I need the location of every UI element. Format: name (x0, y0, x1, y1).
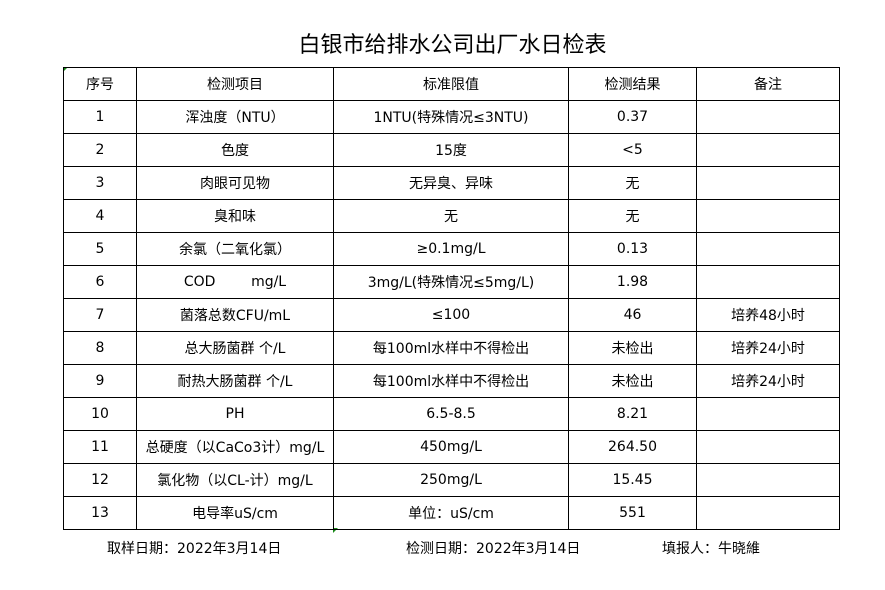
table-row: 4 臭和味无无 (63, 199, 840, 233)
header-item: 检测项目 (136, 67, 334, 101)
cell-item: 耐热大肠菌群 个/L (136, 364, 334, 398)
cell-standard: 15度 (333, 133, 569, 167)
table-row: 11 总硬度（以CaCo3计）mg/L 450mg/L 264.50 (63, 430, 840, 464)
cell-remark (696, 232, 840, 266)
cell-index: 3 (63, 166, 137, 200)
cell-result: 551 (568, 496, 697, 530)
cell-index: 13 (63, 496, 137, 530)
cell-item: PH (136, 397, 334, 431)
cell-standard: 6.5-8.5 (333, 397, 569, 431)
test-date: 检测日期：2022年3月14日 (406, 541, 581, 557)
cell-item: 氯化物（以CL-计）mg/L (136, 463, 334, 497)
cell-index: 2 (63, 133, 137, 167)
cell-standard: 3mg/L(特殊情况≤5mg/L) (333, 265, 569, 299)
cell-remark: 培养24小时 (696, 331, 840, 365)
cell-index: 12 (63, 463, 137, 497)
cell-result: 0.37 (568, 100, 697, 134)
cell-remark: 培养24小时 (696, 364, 840, 398)
table-row: 10 PH 6.5-8.5 8.21 (63, 397, 840, 431)
cell-standard: 1NTU(特殊情况≤3NTU) (333, 100, 569, 134)
table-row: 8 总大肠菌群 个/L 每100ml水样中不得检出 未检出 培养24小时 (63, 331, 840, 365)
table-row: 6 COD mg/L 3mg/L(特殊情况≤5mg/L) 1.98 (63, 265, 840, 299)
cell-standard: 每100ml水样中不得检出 (333, 331, 569, 365)
cell-index: 8 (63, 331, 137, 365)
cell-item: 肉眼可见物 (136, 166, 334, 200)
cell-remark (696, 199, 840, 233)
cell-item: 余氯（二氧化氯） (136, 232, 334, 266)
cell-standard: 单位：uS/cm (333, 496, 569, 530)
cell-remark (696, 100, 840, 134)
table-row: 9 耐热大肠菌群 个/L 每100ml水样中不得检出 未检出 培养24小时 (63, 364, 840, 398)
page-title: 白银市给排水公司出厂水日检表 (298, 33, 607, 58)
cell-standard: 无异臭、异味 (333, 166, 569, 200)
reporter: 填报人：牛晓維 (662, 541, 760, 557)
table-row: 3 肉眼可见物 无异臭、异味无 (63, 166, 840, 200)
cell-remark (696, 133, 840, 167)
cell-index: 6 (63, 265, 137, 299)
cell-item: 色度 (136, 133, 334, 167)
cell-standard: ≥0.1mg/L (333, 232, 569, 266)
cell-standard: 每100ml水样中不得检出 (333, 364, 569, 398)
cell-standard: 无 (333, 199, 569, 233)
cell-remark (696, 430, 840, 464)
cell-remark (696, 166, 840, 200)
cell-result: 15.45 (568, 463, 697, 497)
cell-result: 无 (568, 166, 697, 200)
cell-standard: 250mg/L (333, 463, 569, 497)
sampling-date: 取样日期：2022年3月14日 (107, 541, 282, 557)
cell-remark (696, 397, 840, 431)
cell-item: 菌落总数CFU/mL (136, 298, 334, 332)
table-row: 7 菌落总数CFU/mL ≤100 46 培养48小时 (63, 298, 840, 332)
cell-result: <5 (568, 133, 697, 167)
cell-standard: 450mg/L (333, 430, 569, 464)
header-index: 序号 (63, 67, 137, 101)
cell-remark (696, 496, 840, 530)
cell-index: 7 (63, 298, 137, 332)
cell-result: 264.50 (568, 430, 697, 464)
cell-marker (333, 528, 338, 533)
inspection-table: 序号 检测项目 标准限值 检测结果 备注 1 浑浊度（NTU） 1NTU(特殊情况≤3NTU)… (63, 67, 840, 530)
cell-index: 4 (63, 199, 137, 233)
cell-remark: 培养48小时 (696, 298, 840, 332)
cell-item: COD mg/L (136, 265, 334, 299)
header-remark: 备注 (696, 67, 840, 101)
cell-item: 总大肠菌群 个/L (136, 331, 334, 365)
cell-item: 臭和味 (136, 199, 334, 233)
cell-standard: ≤100 (333, 298, 569, 332)
header-row: 序号 检测项目 标准限值 检测结果 备注 (63, 67, 840, 101)
cell-result: 46 (568, 298, 697, 332)
table-row: 12 氯化物（以CL-计）mg/L 250mg/L 15.45 (63, 463, 840, 497)
cell-result: 无 (568, 199, 697, 233)
cell-item: 电导率uS/cm (136, 496, 334, 530)
cell-result: 1.98 (568, 265, 697, 299)
cell-remark (696, 463, 840, 497)
cell-index: 5 (63, 232, 137, 266)
cell-index: 11 (63, 430, 137, 464)
cell-item: 总硬度（以CaCo3计）mg/L (136, 430, 334, 464)
cell-result: 8.21 (568, 397, 697, 431)
cell-remark (696, 265, 840, 299)
cell-result: 未检出 (568, 364, 697, 398)
cell-index: 10 (63, 397, 137, 431)
table-row: 13 电导率uS/cm 单位：uS/cm 551 (63, 496, 840, 530)
table-row: 2 色度 15度 <5 (63, 133, 840, 167)
table-row: 5 余氯（二氧化氯） ≥0.1mg/L 0.13 (63, 232, 840, 266)
cell-result: 0.13 (568, 232, 697, 266)
cell-result: 未检出 (568, 331, 697, 365)
header-result: 检测结果 (568, 67, 697, 101)
cell-item: 浑浊度（NTU） (136, 100, 334, 134)
header-standard: 标准限值 (333, 67, 569, 101)
cell-index: 9 (63, 364, 137, 398)
cell-index: 1 (63, 100, 137, 134)
table-row: 1 浑浊度（NTU） 1NTU(特殊情况≤3NTU) 0.37 (63, 100, 840, 134)
